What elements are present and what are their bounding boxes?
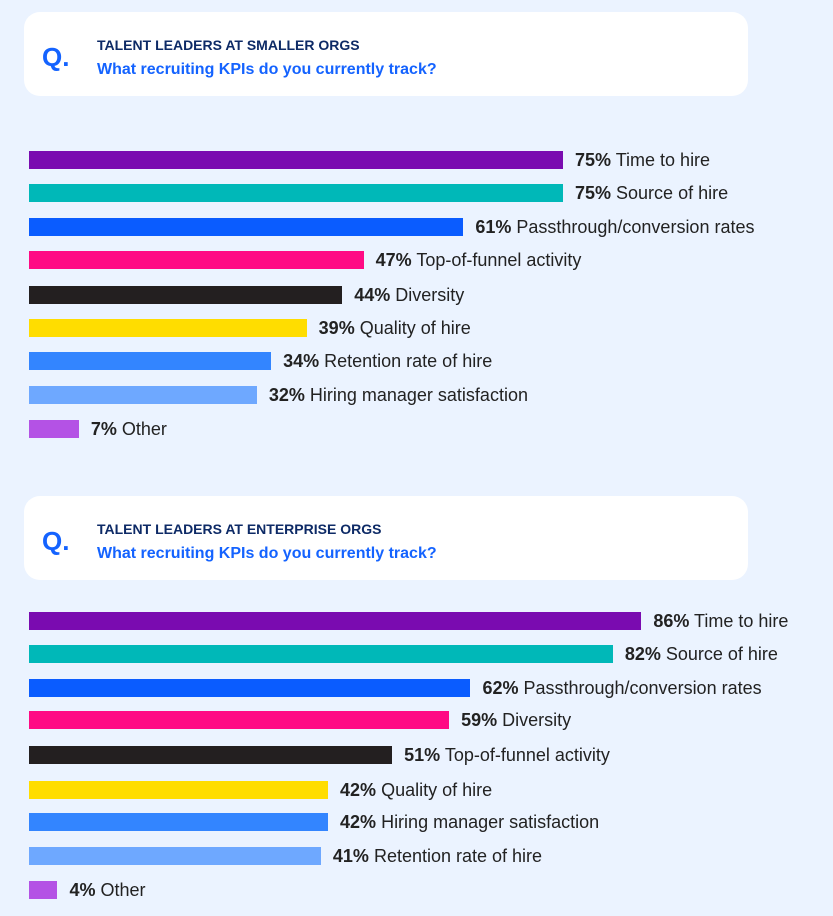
category-label: Top-of-funnel activity	[440, 745, 610, 765]
bar-label: 75% Time to hire	[575, 149, 710, 171]
value-label: 39%	[318, 318, 355, 338]
bar-label: 42% Quality of hire	[340, 779, 492, 801]
value-label: 4%	[69, 880, 96, 900]
category-label: Diversity	[497, 710, 572, 730]
category-label: Other	[116, 419, 167, 439]
value-label: 34%	[283, 351, 320, 371]
category-label: Time to hire	[689, 611, 789, 631]
question-card-enterprise: Q. TALENT LEADERS AT ENTERPRISE ORGS Wha…	[24, 496, 748, 580]
value-label: 75%	[575, 183, 612, 203]
value-label: 82%	[624, 644, 661, 664]
value-label: 62%	[482, 678, 519, 698]
bar-label: 41% Retention rate of hire	[333, 845, 542, 867]
question-card-smaller: Q. TALENT LEADERS AT SMALLER ORGS What r…	[24, 12, 748, 96]
bar-diversity	[29, 286, 343, 304]
value-label: 47%	[375, 250, 412, 270]
bar-time-to-hire	[29, 612, 642, 630]
bar-quality-of-hire	[29, 319, 307, 337]
category-label: Passthrough/conversion rates	[518, 678, 762, 698]
category-label: Retention rate of hire	[319, 351, 493, 371]
bar-label: 4% Other	[69, 879, 145, 901]
bar-label: 32% Hiring manager satisfaction	[269, 384, 528, 406]
bar-top-of-funnel-activity	[29, 746, 393, 764]
bar-passthrough-conversion-rates	[29, 679, 471, 697]
value-label: 61%	[475, 217, 512, 237]
value-label: 86%	[653, 611, 690, 631]
bar-quality-of-hire	[29, 781, 329, 799]
bar-label: 7% Other	[91, 418, 167, 440]
bar-retention-rate-of-hire	[29, 352, 272, 370]
chart-title: What recruiting KPIs do you currently tr…	[97, 61, 437, 78]
bar-label: 44% Diversity	[354, 284, 464, 306]
bar-other	[29, 420, 79, 438]
bar-label: 75% Source of hire	[575, 182, 728, 204]
value-label: 51%	[404, 745, 441, 765]
bar-other	[29, 881, 58, 899]
chart-title: What recruiting KPIs do you currently tr…	[97, 545, 437, 562]
bar-time-to-hire	[29, 151, 563, 169]
category-label: Quality of hire	[376, 780, 493, 800]
bar-label: 51% Top-of-funnel activity	[404, 744, 610, 766]
bar-source-of-hire	[29, 184, 563, 202]
bar-hiring-manager-satisfaction	[29, 813, 329, 831]
bar-label: 47% Top-of-funnel activity	[376, 249, 582, 271]
value-label: 44%	[354, 285, 391, 305]
value-label: 41%	[332, 846, 369, 866]
bar-label: 61% Passthrough/conversion rates	[475, 216, 754, 238]
category-label: Other	[95, 880, 146, 900]
chart-subtitle: TALENT LEADERS AT SMALLER ORGS	[97, 37, 360, 53]
bar-source-of-hire	[29, 645, 613, 663]
bar-retention-rate-of-hire	[29, 847, 321, 865]
category-label: Top-of-funnel activity	[411, 250, 582, 270]
category-label: Diversity	[390, 285, 465, 305]
bar-label: 59% Diversity	[461, 709, 571, 731]
bar-top-of-funnel-activity	[29, 251, 364, 269]
value-label: 75%	[575, 150, 612, 170]
category-label: Time to hire	[611, 150, 711, 170]
q-label: Q.	[42, 42, 70, 72]
category-label: Hiring manager satisfaction	[304, 385, 528, 405]
bar-passthrough-conversion-rates	[29, 218, 464, 236]
value-label: 42%	[340, 812, 377, 832]
category-label: Passthrough/conversion rates	[511, 217, 755, 237]
q-label: Q.	[42, 526, 70, 556]
bar-label: 39% Quality of hire	[319, 317, 471, 339]
value-label: 59%	[461, 710, 498, 730]
value-label: 42%	[340, 780, 377, 800]
bar-label: 62% Passthrough/conversion rates	[482, 677, 761, 699]
category-label: Source of hire	[611, 183, 729, 203]
chart-subtitle: TALENT LEADERS AT ENTERPRISE ORGS	[97, 521, 382, 537]
category-label: Quality of hire	[354, 318, 471, 338]
bar-label: 82% Source of hire	[625, 643, 778, 665]
value-label: 7%	[90, 419, 117, 439]
bar-label: 86% Time to hire	[653, 610, 788, 632]
bar-label: 42% Hiring manager satisfaction	[340, 811, 599, 833]
category-label: Source of hire	[660, 644, 778, 664]
category-label: Hiring manager satisfaction	[376, 812, 600, 832]
bar-hiring-manager-satisfaction	[29, 386, 257, 404]
bar-label: 34% Retention rate of hire	[283, 350, 492, 372]
value-label: 32%	[268, 385, 305, 405]
bar-diversity	[29, 711, 450, 729]
category-label: Retention rate of hire	[368, 846, 543, 866]
